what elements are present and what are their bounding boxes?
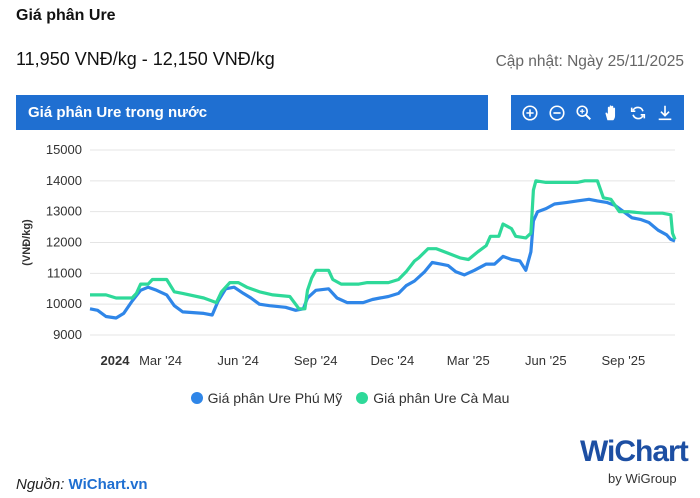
y-tick-label: 12000: [46, 235, 82, 250]
source-label: Nguồn:: [16, 476, 65, 493]
x-tick-label: Jun '25: [525, 353, 567, 368]
legend-ca-mau-label: Giá phân Ure Cà Mau: [373, 390, 510, 406]
reset-icon[interactable]: [628, 103, 648, 123]
source-link[interactable]: WiChart.vn: [68, 476, 148, 493]
wichart-logo: WiChart by WiGroup: [580, 435, 690, 490]
legend-phu-my-dot: [190, 392, 203, 404]
y-tick-label: 10000: [46, 296, 82, 311]
y-tick-label: 14000: [46, 173, 82, 188]
chart-series-lines: [89, 179, 677, 320]
updated-date: Cập nhật: Ngày 25/11/2025: [495, 53, 684, 70]
download-icon[interactable]: [655, 103, 675, 123]
chart-legend: Giá phân Ure Phú Mỹ Giá phân Ure Cà Mau: [0, 390, 700, 406]
logo-sub: by WiGroup: [608, 471, 677, 486]
price-line-chart: 9000 10000 11000 12000 13000 14000 15000 2024 M…: [21, 142, 677, 368]
y-axis-label: (VNĐ/kg): [21, 219, 33, 266]
x-axis-ticks: 2024 Mar '24 Jun '24 Sep '24 Dec '24 Mar '25 J…: [101, 353, 646, 368]
x-tick-label: Mar '24: [139, 353, 182, 368]
x-tick-label: Sep '24: [294, 353, 338, 368]
y-axis-ticks: 9000 10000 11000 12000 13000 14000 15000: [46, 142, 82, 342]
legend-phu-my-label: Giá phân Ure Phú Mỹ: [207, 390, 343, 406]
y-tick-label: 13000: [46, 204, 82, 219]
y-tick-label: 15000: [46, 142, 82, 157]
series-line-1: [90, 179, 677, 311]
chart-toolbar: [511, 95, 684, 130]
logo-main: WiChart: [580, 435, 689, 468]
x-tick-label: Jun '24: [217, 353, 259, 368]
y-tick-label: 9000: [53, 327, 82, 342]
x-tick-label: Mar '25: [447, 353, 490, 368]
price-range: 11,950 VNĐ/kg - 12,150 VNĐ/kg: [16, 49, 275, 69]
x-tick-label: 2024: [101, 353, 131, 368]
chart-banner: Giá phân Ure trong nước: [16, 95, 488, 130]
page-title: Giá phân Ure: [16, 7, 116, 24]
x-tick-label: Dec '24: [371, 353, 415, 368]
series-line-0: [89, 197, 676, 320]
x-tick-label: Sep '25: [602, 353, 646, 368]
source-note: Nguồn: WiChart.vn: [16, 476, 148, 493]
magnifier-icon[interactable]: [574, 103, 594, 123]
pan-hand-icon[interactable]: [601, 103, 621, 123]
y-tick-label: 11000: [47, 265, 82, 280]
legend-item-ca-mau[interactable]: Giá phân Ure Cà Mau: [356, 390, 509, 406]
zoom-in-icon[interactable]: [520, 103, 540, 123]
legend-item-phu-my[interactable]: Giá phân Ure Phú Mỹ: [190, 390, 343, 406]
legend-ca-mau-dot: [356, 392, 369, 404]
zoom-out-icon[interactable]: [547, 103, 567, 123]
